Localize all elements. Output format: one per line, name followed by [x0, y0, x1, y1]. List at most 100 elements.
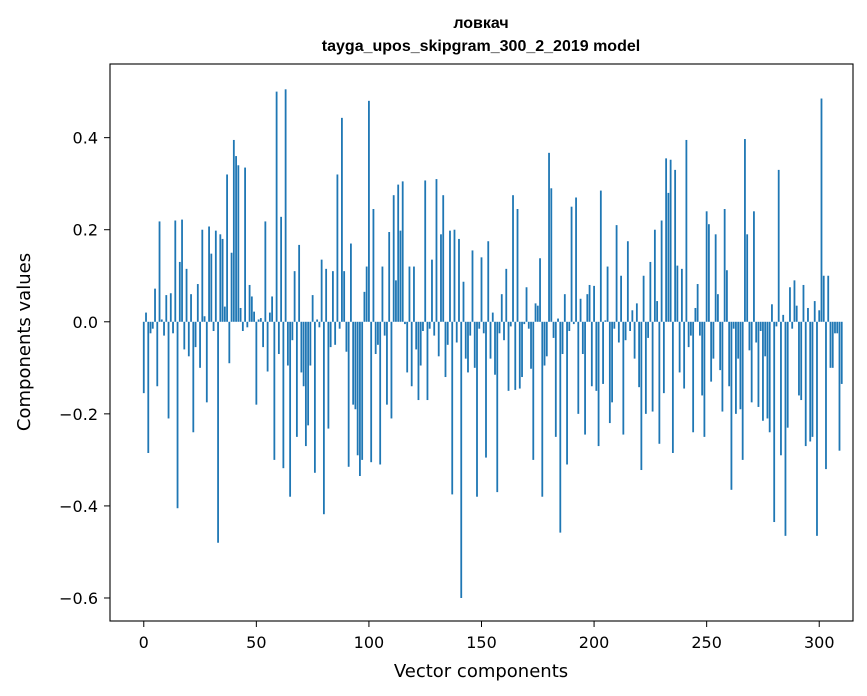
bar-264: [737, 321, 740, 359]
bar-188: [566, 321, 568, 465]
bar-298: [813, 301, 816, 322]
x-tick-label: 50: [246, 633, 266, 652]
bar-18: [183, 321, 186, 350]
bar-216: [629, 321, 631, 331]
bar-244: [692, 321, 695, 433]
bar-107: [383, 321, 386, 336]
bar-240: [683, 321, 686, 389]
bar-279: [771, 304, 773, 322]
bar-159: [500, 294, 503, 322]
bar-172: [530, 321, 532, 369]
bar-174: [534, 303, 537, 322]
bar-37: [226, 174, 228, 322]
bar-121: [415, 321, 418, 350]
bar-137: [451, 321, 454, 495]
bar-26: [201, 229, 204, 322]
bar-35: [221, 238, 224, 322]
bar-171: [527, 321, 530, 329]
bar-224: [647, 321, 650, 338]
bar-265: [739, 321, 742, 410]
bar-303: [825, 321, 827, 470]
bar-239: [680, 268, 683, 322]
bar-252: [710, 321, 713, 382]
bar-34: [219, 234, 222, 322]
bar-196: [584, 321, 586, 435]
bar-78: [318, 321, 321, 328]
bar-293: [802, 284, 805, 322]
bar-38: [228, 321, 231, 364]
bar-116: [404, 321, 406, 325]
bar-56: [268, 312, 271, 322]
bar-211: [617, 321, 620, 343]
bar-258: [723, 209, 726, 322]
bar-117: [406, 321, 409, 373]
bar-299: [816, 321, 818, 536]
bar-148: [476, 321, 478, 497]
bar-74: [309, 321, 312, 366]
bar-64: [286, 321, 289, 366]
bar-52: [259, 318, 262, 322]
bar-197: [586, 294, 589, 322]
bar-130: [435, 179, 438, 322]
bar-123: [419, 321, 422, 366]
y-tick-label: −0.6: [59, 589, 98, 608]
bar-267: [744, 139, 746, 322]
bar-86: [336, 174, 339, 322]
bar-75: [311, 295, 314, 322]
bar-282: [777, 169, 780, 322]
bar-32: [214, 230, 217, 322]
bar-295: [807, 307, 809, 322]
bar-204: [602, 321, 604, 384]
bar-118: [408, 266, 411, 322]
bar-41: [235, 156, 237, 322]
bar-233: [667, 192, 670, 322]
bar-42: [237, 165, 240, 322]
bar-200: [593, 285, 595, 322]
bar-5: [154, 288, 156, 322]
bar-112: [395, 280, 397, 322]
bar-179: [545, 321, 548, 357]
bar-195: [581, 321, 584, 355]
bar-161: [505, 268, 508, 322]
bar-247: [699, 321, 701, 336]
bar-220: [638, 321, 641, 388]
bar-143: [464, 321, 467, 359]
bar-296: [809, 321, 812, 442]
bar-272: [755, 321, 758, 343]
bar-158: [498, 321, 501, 334]
bar-177: [541, 321, 544, 497]
bar-101: [370, 321, 373, 463]
bar-53: [262, 321, 264, 348]
bar-125: [424, 180, 427, 322]
bar-133: [442, 195, 445, 322]
bar-209: [613, 321, 616, 329]
bar-22: [192, 321, 195, 433]
bar-3: [149, 321, 152, 334]
bar-155: [491, 312, 494, 322]
bar-98: [363, 291, 366, 322]
bar-153: [487, 241, 490, 322]
bar-23: [194, 321, 197, 348]
bar-304: [827, 275, 830, 322]
bar-225: [649, 261, 652, 322]
bar-80: [322, 321, 325, 515]
bar-281: [775, 321, 778, 327]
bar-278: [768, 321, 771, 433]
bar-122: [417, 321, 420, 401]
bar-257: [721, 321, 724, 412]
bar-287: [789, 287, 791, 322]
bar-59: [275, 91, 278, 322]
bar-203: [599, 190, 602, 322]
bar-21: [190, 294, 192, 322]
bar-128: [431, 259, 433, 322]
bar-275: [762, 321, 764, 421]
bar-70: [300, 321, 303, 373]
x-axis-label: Vector components: [394, 661, 568, 682]
bar-83: [329, 321, 332, 348]
bar-24: [196, 284, 199, 322]
bar-302: [822, 275, 825, 322]
bar-205: [604, 320, 607, 322]
bar-8: [160, 319, 163, 322]
